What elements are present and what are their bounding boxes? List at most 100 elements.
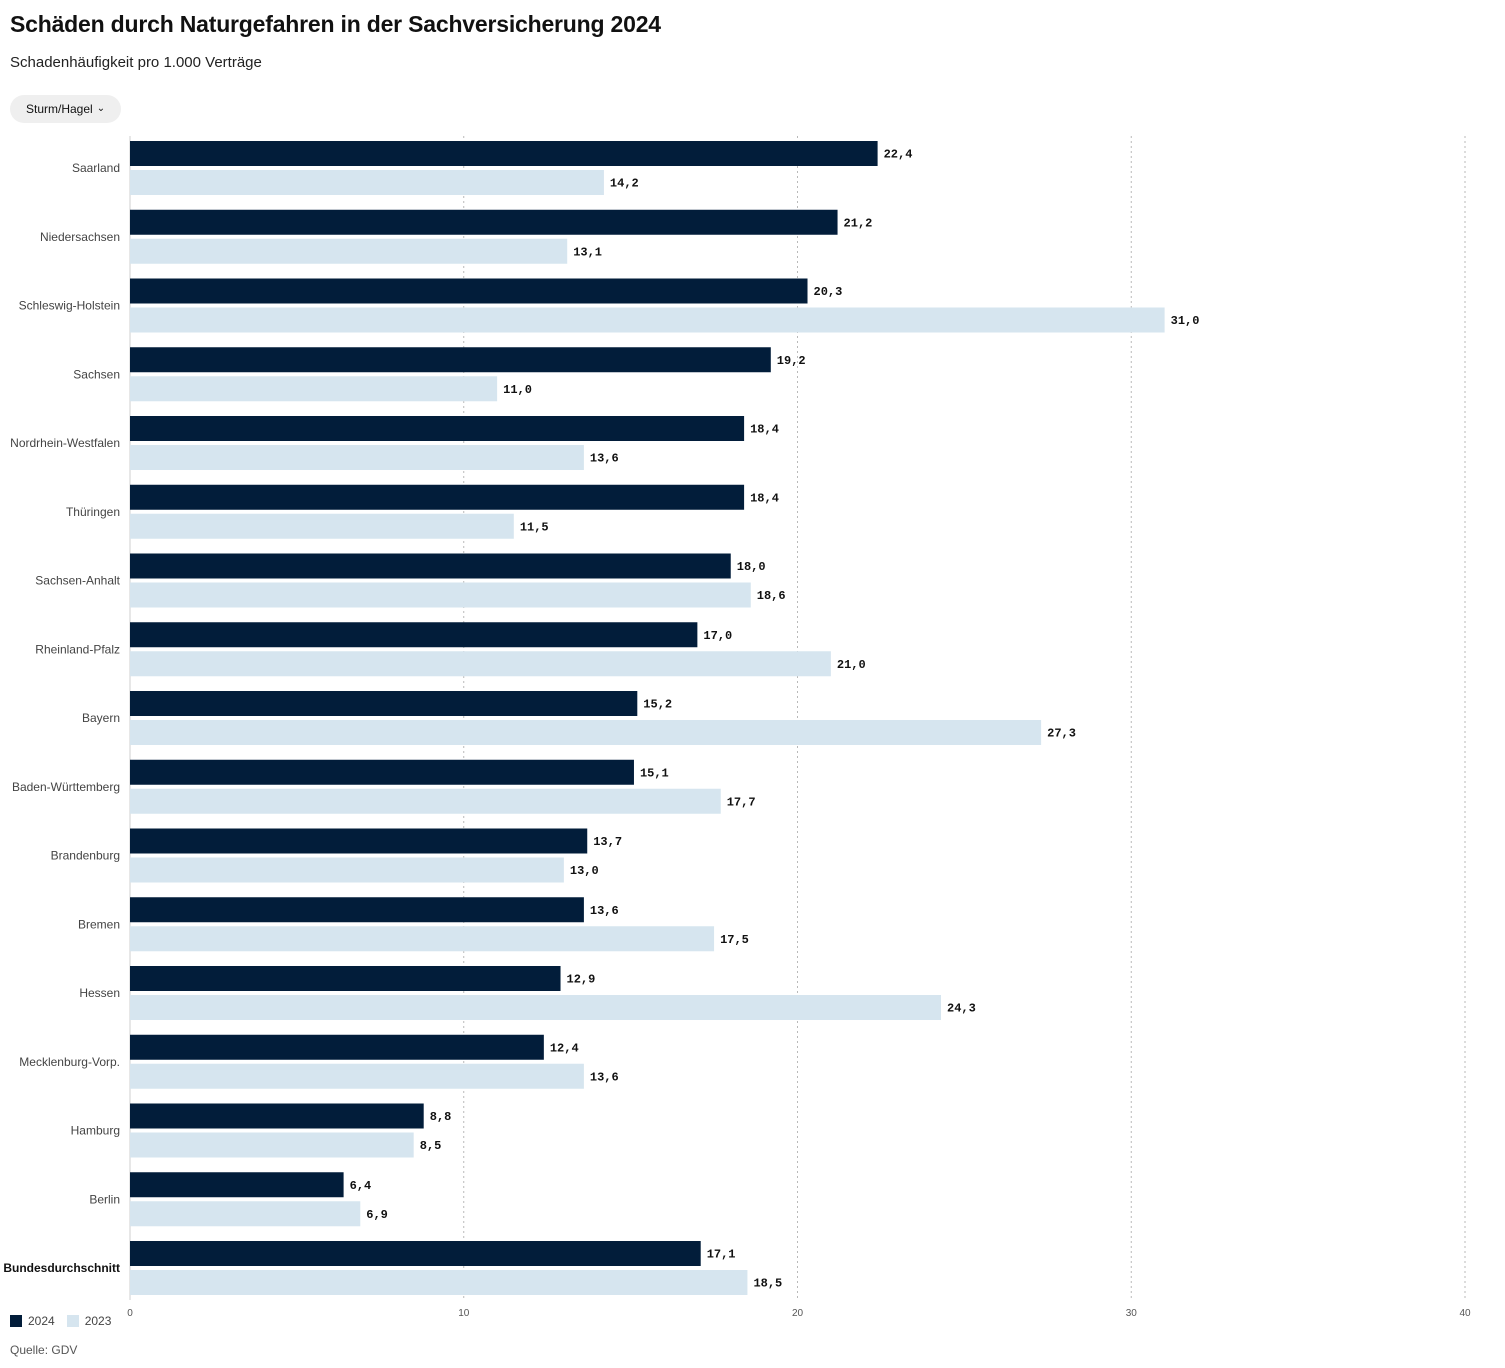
- dropdown-selected-value: Sturm/Hagel: [26, 102, 93, 116]
- category-label: Mecklenburg-Vorp.: [19, 1055, 120, 1069]
- data-label-2024: 15,2: [643, 698, 672, 712]
- data-label-2024: 19,2: [777, 354, 806, 368]
- data-label-2024: 17,0: [703, 629, 732, 643]
- bar-2024: [130, 141, 878, 166]
- category-label: Bremen: [78, 917, 120, 931]
- data-label-2023: 14,2: [610, 177, 639, 191]
- bar-2023: [130, 376, 498, 402]
- data-label-2024: 21,2: [844, 216, 873, 230]
- data-label-2024: 15,1: [640, 766, 669, 780]
- data-label-2023: 11,0: [503, 383, 532, 397]
- x-tick-label-0: 0: [127, 1308, 133, 1319]
- category-label: Baden-Württemberg: [12, 780, 120, 794]
- category-label: Bayern: [82, 711, 120, 725]
- data-label-2024: 12,9: [567, 973, 596, 987]
- category-label: Bundesdurchschnitt: [3, 1261, 120, 1275]
- bar-2023: [130, 445, 584, 470]
- source-note: Quelle: GDV: [10, 1343, 78, 1357]
- data-label-2024: 22,4: [884, 148, 913, 162]
- bar-2024: [130, 966, 561, 991]
- category-label: Nordrhein-Westfalen: [10, 436, 120, 450]
- category-label: Schleswig-Holstein: [19, 299, 120, 313]
- data-label-2024: 13,6: [590, 904, 619, 918]
- legend-item-2024: 2024: [10, 1314, 55, 1328]
- legend-item-2023: 2023: [66, 1314, 112, 1328]
- bar-2024: [130, 347, 771, 373]
- bar-2023: [130, 1132, 414, 1158]
- category-label: Saarland: [72, 161, 120, 175]
- bar-2024: [130, 278, 808, 304]
- legend-swatch-2024: [10, 1315, 22, 1327]
- bar-2024: [130, 759, 634, 785]
- data-label-2023: 6,9: [366, 1208, 388, 1222]
- bar-2023: [130, 651, 831, 677]
- bar-2023: [130, 307, 1165, 333]
- data-label-2024: 6,4: [350, 1179, 372, 1193]
- category-label: Thüringen: [66, 505, 120, 519]
- category-label: Brandenburg: [51, 849, 120, 863]
- category-label: Rheinland-Pfalz: [35, 642, 120, 656]
- category-label: Sachsen: [73, 367, 120, 381]
- legend-label-2024: 2024: [28, 1314, 55, 1328]
- data-label-2024: 20,3: [814, 285, 843, 299]
- data-label-2024: 18,4: [750, 491, 779, 505]
- data-label-2023: 17,5: [720, 933, 749, 947]
- data-label-2023: 27,3: [1047, 727, 1076, 741]
- data-label-2024: 13,7: [593, 835, 622, 849]
- data-label-2023: 11,5: [520, 520, 549, 534]
- data-label-2024: 18,4: [750, 423, 779, 437]
- bar-2024: [130, 1241, 701, 1266]
- chevron-down-icon: ⌄: [96, 102, 106, 114]
- data-label-2023: 8,5: [420, 1139, 442, 1153]
- x-tick-label-40: 40: [1459, 1308, 1471, 1319]
- bar-2023: [130, 788, 721, 814]
- data-label-2023: 31,0: [1171, 314, 1200, 328]
- bar-2024: [130, 828, 588, 854]
- category-label: Hamburg: [71, 1124, 120, 1138]
- data-label-2023: 18,5: [753, 1277, 782, 1291]
- legend-label-2023: 2023: [84, 1314, 112, 1328]
- bar-2024: [130, 1034, 544, 1060]
- bar-2024: [130, 416, 745, 441]
- bar-2023: [130, 1063, 584, 1089]
- data-label-2023: 24,3: [947, 1002, 976, 1016]
- bar-2024: [130, 484, 745, 510]
- bar-2023: [130, 1270, 748, 1295]
- bar-2024: [130, 1103, 424, 1129]
- bar-2024: [130, 553, 731, 579]
- category-label: Berlin: [89, 1192, 120, 1206]
- bar-2023: [130, 170, 604, 195]
- bar-2023: [130, 513, 514, 539]
- data-label-2023: 18,6: [757, 589, 786, 603]
- legend-swatch-2023: [66, 1315, 79, 1327]
- hazard-type-dropdown[interactable]: Sturm/Hagel ⌄: [10, 95, 122, 123]
- bar-2024: [130, 622, 698, 648]
- bar-2024: [130, 691, 638, 716]
- category-label: Niedersachsen: [40, 230, 120, 244]
- x-tick-label-30: 30: [1126, 1308, 1138, 1319]
- data-label-2024: 12,4: [550, 1041, 579, 1055]
- category-label: Sachsen-Anhalt: [35, 574, 120, 588]
- bar-2023: [130, 720, 1042, 745]
- bar-2023: [130, 926, 715, 952]
- x-tick-label-20: 20: [792, 1308, 804, 1319]
- data-label-2023: 21,0: [837, 658, 866, 672]
- chart-title: Schäden durch Naturgefahren in der Sachv…: [10, 11, 661, 37]
- category-label: Hessen: [79, 986, 120, 1000]
- bar-2023: [130, 1201, 361, 1227]
- x-tick-label-10: 10: [458, 1308, 470, 1319]
- data-label-2023: 13,0: [570, 864, 599, 878]
- data-label-2023: 13,6: [590, 1070, 619, 1084]
- data-label-2023: 17,7: [727, 795, 756, 809]
- chart-legend: 2024 2023: [10, 1314, 123, 1328]
- bar-2024: [130, 209, 838, 235]
- data-label-2023: 13,1: [573, 245, 602, 259]
- data-label-2024: 17,1: [707, 1248, 736, 1262]
- bar-2023: [130, 995, 942, 1020]
- data-label-2023: 13,6: [590, 452, 619, 466]
- bar-2024: [130, 1172, 344, 1198]
- bar-2024: [130, 897, 584, 923]
- data-label-2024: 8,8: [430, 1110, 452, 1124]
- bar-2023: [130, 582, 751, 608]
